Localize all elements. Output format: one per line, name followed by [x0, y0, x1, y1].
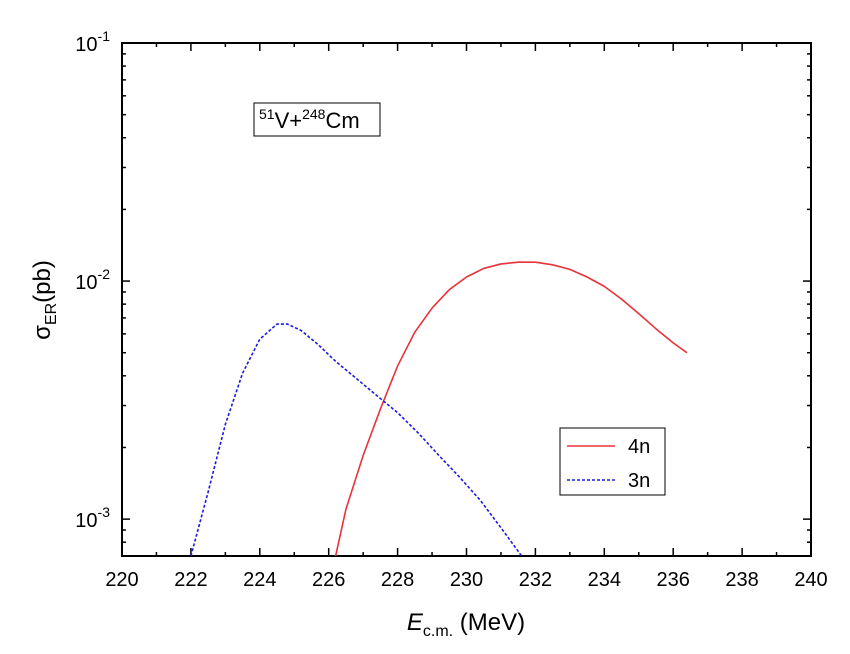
y-tick-base: 10 — [75, 272, 97, 294]
x-tick-label: 236 — [657, 569, 690, 591]
annotation-text: 51V+248Cm — [259, 106, 360, 133]
x-tick-labels: 220 222 224 226 228 230 232 234 236 238 240 — [105, 569, 827, 591]
x-tick-label: 234 — [588, 569, 621, 591]
x-tick-label: 232 — [519, 569, 552, 591]
x-tick-label: 220 — [105, 569, 138, 591]
annotation-b-symbol: Cm — [325, 108, 359, 133]
annotation-b-mass: 248 — [302, 106, 326, 122]
y-tick-base: 10 — [75, 510, 97, 532]
y-axis-title-unit: (pb) — [29, 260, 56, 303]
legend-label-3n: 3n — [628, 470, 650, 492]
x-tick-label: 228 — [381, 569, 414, 591]
y-tick-label: 10-3 — [75, 504, 110, 532]
y-tick-exponent: -3 — [98, 504, 111, 520]
y-axis-title: σER(pb) — [29, 260, 60, 340]
y-tick-exponent: -2 — [98, 266, 111, 282]
x-tick-label: 238 — [725, 569, 758, 591]
legend-label-4n: 4n — [628, 436, 650, 458]
axis-ticks — [121, 42, 812, 557]
y-tick-base: 10 — [75, 34, 97, 56]
x-axis-title-sub: c.m. — [423, 623, 453, 640]
plot-frame — [121, 42, 812, 557]
x-tick-label: 230 — [450, 569, 483, 591]
x-axis-title: Ec.m. (MeV) — [407, 609, 525, 640]
legend-box — [559, 427, 666, 496]
y-tick-exponent: -1 — [98, 28, 111, 44]
annotation-box — [253, 102, 381, 137]
x-axis-title-main: E — [407, 609, 424, 636]
reaction-annotation: 51V+248Cm — [253, 102, 381, 137]
y-axis-title-main: σ — [29, 325, 56, 340]
series-line-3n — [190, 323, 523, 556]
y-tick-labels: 10-310-210-1 — [75, 28, 110, 532]
y-tick-label: 10-1 — [75, 28, 110, 56]
series-line-4n — [334, 261, 688, 556]
series-layer — [190, 261, 688, 556]
x-tick-label: 222 — [174, 569, 207, 591]
x-tick-label: 226 — [312, 569, 345, 591]
annotation-a-mass: 51 — [259, 106, 275, 122]
annotation-a-symbol: V+ — [275, 108, 303, 133]
y-axis-title-sub: ER — [43, 303, 60, 325]
y-tick-label: 10-2 — [75, 266, 110, 294]
legend: 4n 3n — [559, 427, 666, 496]
x-axis-title-unit: (MeV) — [453, 609, 525, 636]
x-tick-label: 224 — [243, 569, 276, 591]
x-tick-label: 240 — [794, 569, 827, 591]
